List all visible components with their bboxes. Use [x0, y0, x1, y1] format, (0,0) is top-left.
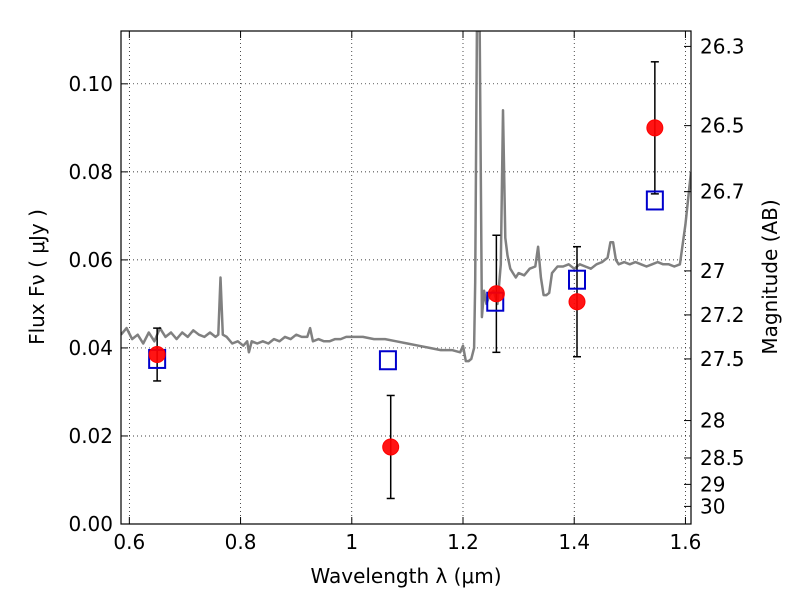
- grid-layer: [121, 31, 691, 525]
- y-axis-label: Flux Fν ( μJy ): [25, 209, 49, 345]
- right-tick-label: 26.5: [700, 114, 745, 138]
- x-tick-label: 0.6: [113, 530, 145, 554]
- x-tick-label: 1.4: [558, 530, 590, 554]
- model-square-marker: [645, 190, 664, 211]
- right-tick-label: 29: [700, 472, 725, 496]
- y-tick-label: 0.02: [68, 424, 113, 448]
- x-tick-label: 1: [345, 530, 358, 554]
- right-tick-label: 28: [700, 409, 725, 433]
- right-tick-label: 28.5: [700, 446, 745, 470]
- observed-flux-point: [568, 293, 586, 311]
- tick-layer: 0.6 0.8 1 1.2 1.4 1.6 0.00 0.02 0.04 0.06 0.08 0.10…: [68, 31, 745, 554]
- x-axis-label: Wavelength λ (μm): [310, 564, 501, 588]
- right-tick-label: 26.7: [700, 180, 745, 204]
- plot-frame: [120, 30, 692, 525]
- observed-flux-point: [487, 285, 505, 303]
- right-tick-label: 27: [700, 259, 725, 283]
- x-tick-label: 1.6: [670, 530, 702, 554]
- y-tick-label: 0.00: [68, 512, 113, 536]
- y-tick-label: 0.06: [68, 248, 113, 272]
- observed-flux-point: [646, 119, 664, 137]
- right-tick-label: 27.5: [700, 347, 745, 371]
- observed-flux-point: [148, 346, 166, 364]
- right-tick-label: 27.2: [700, 303, 745, 327]
- y-tick-label: 0.04: [68, 336, 113, 360]
- model-square-marker: [568, 269, 586, 290]
- right-tick-label: 30: [700, 494, 725, 518]
- series-layer: [121, 31, 691, 500]
- observed-flux-point: [382, 438, 400, 456]
- y-axis-label-right: Magnitude (AB): [758, 199, 782, 354]
- y-tick-label: 0.08: [68, 160, 113, 184]
- right-tick-label: 26.3: [700, 34, 745, 58]
- y-tick-label: 0.10: [68, 72, 113, 96]
- model-square-marker: [378, 350, 397, 371]
- spectrum-line: [121, 31, 691, 363]
- x-tick-label: 1.2: [447, 530, 479, 554]
- x-tick-label: 0.8: [225, 530, 257, 554]
- series-group: [121, 31, 691, 500]
